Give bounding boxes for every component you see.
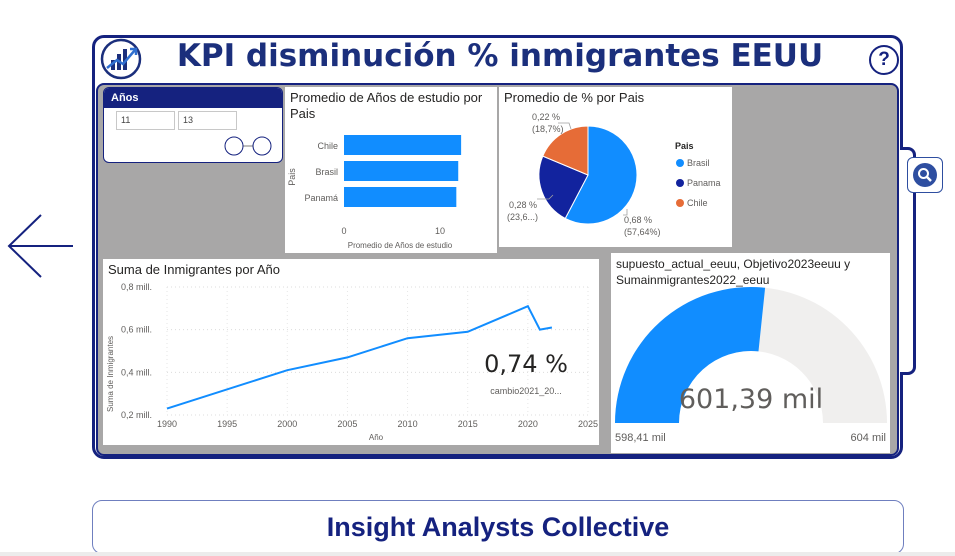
gauge-title-line2: Sumainmigrantes2022_eeuu bbox=[616, 273, 770, 287]
chart-logo-icon bbox=[100, 38, 142, 80]
legend-marker bbox=[676, 179, 684, 187]
slicer-max-input[interactable]: 13 bbox=[178, 111, 237, 130]
legend-item-chile[interactable]: Chile bbox=[687, 198, 708, 208]
slicer-title: Años bbox=[104, 88, 282, 108]
slicer-handle-min[interactable] bbox=[224, 136, 244, 156]
line-chart-title: Suma de Inmigrantes por Año bbox=[108, 262, 280, 277]
line-x-tick: 2020 bbox=[518, 419, 538, 429]
bar-category-label: Chile bbox=[317, 141, 338, 151]
gauge-fill bbox=[615, 287, 766, 423]
kpi-label: cambio2021_20... bbox=[490, 386, 562, 396]
line-y-tick: 0,6 mill. bbox=[121, 325, 152, 335]
bar-category-label: Brasil bbox=[315, 167, 338, 177]
search-button[interactable] bbox=[907, 157, 943, 193]
slicer-track[interactable] bbox=[104, 134, 283, 158]
bar-chart-title-line2: Pais bbox=[290, 106, 316, 121]
pie-label-chile-2: (18,7%) bbox=[532, 124, 564, 134]
bar-panamá[interactable] bbox=[344, 187, 457, 207]
gauge-value: 601,39 mil bbox=[679, 384, 823, 415]
year-slicer[interactable]: Años 11 13 bbox=[103, 87, 283, 163]
pie-slice-brasil[interactable] bbox=[564, 125, 638, 225]
slicer-min-input[interactable]: 11 bbox=[116, 111, 175, 130]
legend-marker bbox=[676, 159, 684, 167]
page-title: KPI disminución % inmigrantes EEUU bbox=[176, 38, 824, 74]
pie-chart-svg: 0,22 % (18,7%) 0,28 % (23,6...) 0,68 % (… bbox=[507, 112, 721, 237]
pie-legend-title: Pais bbox=[675, 141, 694, 151]
pie-label-chile-1: 0,22 % bbox=[532, 112, 560, 122]
bottom-divider bbox=[0, 552, 955, 556]
line-x-tick: 2015 bbox=[458, 419, 478, 429]
line-y-tick: 0,2 mill. bbox=[121, 410, 152, 420]
search-icon bbox=[913, 163, 937, 187]
pie-label-panama-2: (23,6...) bbox=[507, 212, 538, 222]
pie-chart-title: Promedio de % por Pais bbox=[504, 90, 645, 105]
line-series bbox=[166, 304, 553, 410]
line-chart-card: Suma de Inmigrantes por Año Suma de Inmi… bbox=[103, 259, 599, 445]
side-panel-bracket bbox=[900, 147, 916, 375]
line-chart-svg: Suma de Inmigrantes 0,2 mill. 0,4 mill. 0,… bbox=[106, 282, 598, 442]
pie-label-panama-1: 0,28 % bbox=[509, 200, 537, 210]
pie-slice-chile[interactable] bbox=[542, 125, 589, 176]
bar-category-label: Panamá bbox=[304, 193, 338, 203]
gauge-title-line1: supuesto_actual_eeuu, Objetivo2023eeuu y bbox=[616, 257, 851, 271]
bar-chart-xlabel: Promedio de Años de estudio bbox=[348, 241, 453, 250]
pie-label-brasil-2: (57,64%) bbox=[624, 227, 661, 237]
pie-label-brasil-1: 0,68 % bbox=[624, 215, 652, 225]
help-icon[interactable]: ? bbox=[869, 45, 899, 75]
line-x-tick: 2000 bbox=[277, 419, 297, 429]
line-x-tick: 1995 bbox=[217, 419, 237, 429]
bar-tick-x-1: 10 bbox=[435, 226, 445, 236]
line-chart-xlabel: Año bbox=[369, 433, 384, 442]
line-y-tick: 0,8 mill. bbox=[121, 282, 152, 292]
bar-tick-x-0: 0 bbox=[341, 226, 346, 236]
bar-chart-svg: Pais Chile Brasil Panamá 0 10 Promedio de … bbox=[287, 135, 462, 250]
footer-banner: Insight Analysts Collective bbox=[92, 500, 904, 554]
line-chart-ylabel: Suma de Inmigrantes bbox=[106, 336, 115, 412]
gauge-card: supuesto_actual_eeuu, Objetivo2023eeuu y… bbox=[611, 253, 890, 453]
legend-item-brasil[interactable]: Brasil bbox=[687, 158, 710, 168]
pie-slice-panama[interactable] bbox=[538, 155, 589, 220]
line-x-tick: 2005 bbox=[337, 419, 357, 429]
line-y-tick: 0,4 mill. bbox=[121, 367, 152, 377]
gauge-max-label: 604 mil bbox=[851, 432, 886, 444]
gauge-min-label: 598,41 mil bbox=[615, 432, 666, 444]
line-x-tick: 2025 bbox=[578, 419, 598, 429]
bar-chile[interactable] bbox=[344, 135, 462, 155]
pie-chart-card: Promedio de % por Pais 0,22 % (18,7%) 0,… bbox=[499, 87, 732, 247]
legend-marker bbox=[676, 199, 684, 207]
bar-brasil[interactable] bbox=[344, 161, 459, 181]
kpi-value: 0,74 % bbox=[484, 350, 568, 378]
bar-chart-card: Promedio de Años de estudio por Pais Pai… bbox=[285, 87, 497, 253]
arrow-left-icon[interactable] bbox=[5, 213, 77, 279]
slicer-handle-max[interactable] bbox=[252, 136, 272, 156]
line-x-tick: 1990 bbox=[157, 419, 177, 429]
line-x-tick: 2010 bbox=[398, 419, 418, 429]
bar-chart-ylabel: Pais bbox=[287, 168, 297, 186]
bar-chart-title-line1: Promedio de Años de estudio por bbox=[290, 90, 483, 105]
gauge-svg: 601,39 mil 598,41 mil 604 mil bbox=[615, 287, 887, 444]
legend-item-panama[interactable]: Panama bbox=[687, 178, 721, 188]
